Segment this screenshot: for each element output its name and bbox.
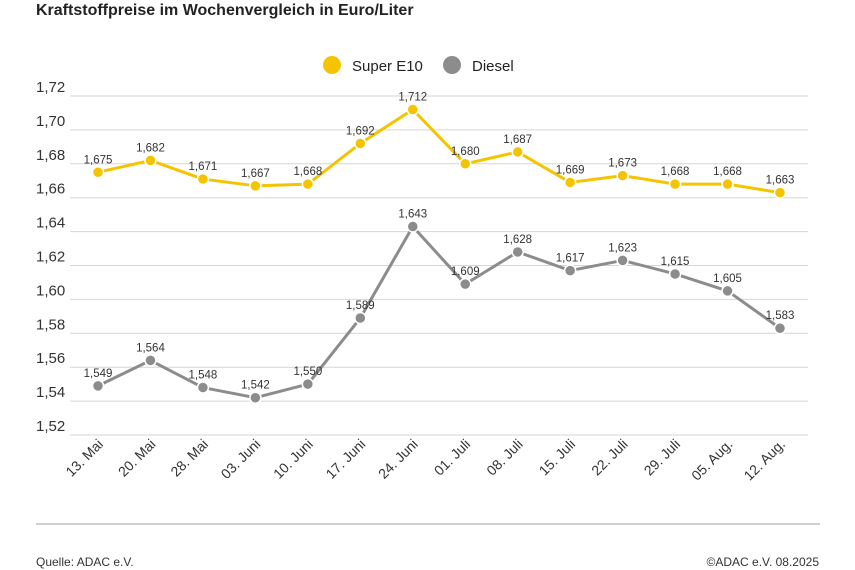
data-point [354, 311, 367, 325]
data-point [668, 267, 682, 281]
x-tick-label: 22. Juli [588, 436, 631, 479]
data-label: 1,675 [84, 154, 113, 166]
data-label: 1,667 [241, 168, 270, 180]
x-tick-label: 03. Juni [218, 436, 264, 482]
data-label: 1,671 [189, 161, 218, 173]
data-point [773, 186, 787, 199]
x-axis-ticks: 13. Mai 20. Mai 28. Mai 03. Juni 10. Juni 17.… [62, 436, 788, 484]
x-tick-label: 08. Juli [483, 436, 526, 479]
data-label: 1,712 [398, 92, 427, 104]
data-point [721, 177, 734, 191]
legend: Super E10 Diesel [323, 56, 514, 75]
y-tick-label: 1,56 [36, 350, 65, 367]
source-note: Quelle: ADAC e.V. [36, 555, 134, 569]
data-label: 1,615 [661, 256, 690, 268]
data-point [91, 379, 105, 393]
data-label: 1,542 [241, 380, 270, 392]
data-label: 1,550 [293, 366, 322, 378]
data-point [301, 177, 315, 191]
data-label: 1,692 [346, 125, 375, 137]
data-point [773, 321, 787, 335]
data-label: 1,668 [293, 166, 322, 178]
data-label: 1,628 [503, 234, 532, 246]
footer-divider [36, 523, 820, 525]
y-tick-label: 1,60 [36, 282, 65, 299]
data-label: 1,687 [503, 134, 532, 146]
data-label: 1,668 [713, 166, 742, 178]
series-line [97, 108, 781, 195]
data-label: 1,663 [766, 175, 795, 187]
data-point [616, 169, 629, 182]
data-point [249, 391, 262, 404]
x-tick-label: 05. Aug. [688, 436, 736, 484]
data-label: 1,548 [189, 370, 218, 382]
data-point [511, 145, 524, 159]
series-super-e10: 1,675 1,682 1,671 1,667 1,668 1,692 1,712 1,680… [84, 92, 795, 199]
legend-swatch [443, 56, 461, 74]
y-tick-label: 1,54 [36, 384, 65, 401]
x-tick-label: 13. Mai [62, 436, 106, 480]
data-point [458, 277, 472, 291]
x-tick-label: 29. Juli [641, 436, 684, 479]
x-tick-label: 10. Juni [270, 436, 316, 482]
data-label: 1,617 [556, 253, 585, 265]
data-label: 1,673 [608, 158, 637, 170]
legend-swatch [323, 56, 341, 74]
line-chart: 1,72 1,70 1,68 1,66 1,64 1,62 1,60 1,58 1,56 1,54… [36, 56, 808, 484]
chart-title: Kraftstoffpreise im Wochenvergleich in E… [36, 2, 414, 19]
data-point [668, 177, 682, 191]
x-tick-label: 28. Mai [167, 436, 211, 480]
data-label: 1,564 [136, 342, 165, 354]
data-point [563, 176, 577, 189]
data-label: 1,623 [608, 242, 637, 254]
y-axis-ticks: 1,72 1,70 1,68 1,66 1,64 1,62 1,60 1,58 1,56 1,54… [36, 79, 65, 435]
data-point [144, 354, 157, 367]
series-diesel: 1,549 1,564 1,548 1,542 1,550 1,589 1,643 1,609… [84, 209, 795, 404]
y-tick-label: 1,70 [36, 113, 65, 130]
data-point [196, 381, 210, 394]
y-tick-label: 1,64 [36, 215, 65, 232]
data-point [511, 245, 524, 259]
x-tick-label: 01. Juli [431, 436, 474, 479]
y-tick-label: 1,68 [36, 147, 65, 164]
y-tick-label: 1,72 [36, 79, 65, 96]
legend-label: Super E10 [352, 58, 423, 75]
data-point [91, 166, 105, 179]
data-label: 1,583 [766, 310, 795, 322]
data-point [301, 377, 315, 391]
data-label: 1,668 [661, 166, 690, 178]
data-label: 1,682 [136, 142, 165, 154]
series-line [97, 225, 781, 400]
x-tick-label: 12. Aug. [740, 436, 788, 484]
data-label: 1,680 [451, 146, 480, 158]
series-layer: 1,675 1,682 1,671 1,667 1,668 1,692 1,712 1,680… [84, 92, 795, 404]
data-label: 1,609 [451, 266, 480, 278]
data-point [406, 220, 420, 233]
data-point [458, 157, 472, 171]
legend-label: Diesel [472, 58, 514, 75]
y-tick-label: 1,52 [36, 418, 65, 435]
data-label: 1,605 [713, 273, 742, 285]
data-point [144, 154, 157, 167]
data-point [354, 137, 367, 150]
x-tick-label: 20. Mai [115, 436, 159, 480]
data-label: 1,589 [346, 300, 375, 312]
data-label: 1,549 [84, 368, 113, 380]
data-point [196, 172, 210, 186]
data-point [406, 103, 420, 116]
x-tick-label: 24. Juni [375, 436, 421, 482]
data-point [563, 264, 577, 277]
data-point [721, 284, 734, 298]
y-tick-label: 1,66 [36, 181, 65, 198]
grid-lines [70, 95, 808, 436]
data-label: 1,669 [556, 164, 585, 176]
y-tick-label: 1,58 [36, 316, 65, 333]
data-point [249, 179, 262, 193]
data-point [616, 254, 629, 267]
x-tick-label: 17. Juni [322, 436, 368, 482]
data-label: 1,643 [398, 209, 427, 221]
y-tick-label: 1,62 [36, 249, 65, 266]
x-tick-label: 15. Juli [536, 436, 579, 479]
copyright-note: ©ADAC e.V. 08.2025 [706, 555, 819, 569]
